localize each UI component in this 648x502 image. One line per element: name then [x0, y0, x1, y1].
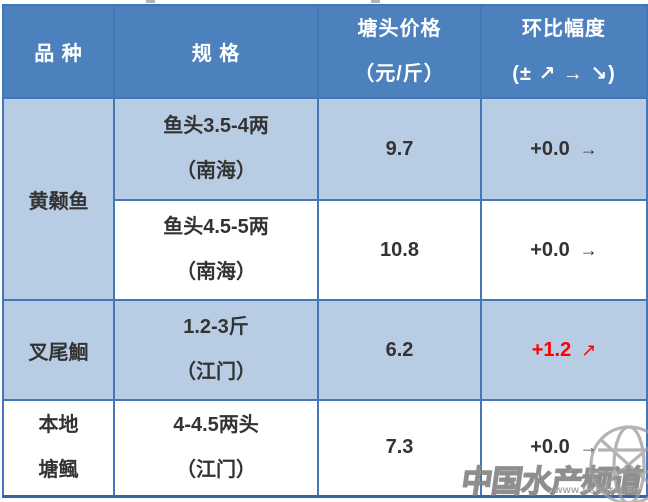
spec-line1: 4-4.5两头: [173, 413, 259, 436]
spec-line2: （江门）: [176, 361, 256, 383]
price-value: 6.2: [385, 338, 414, 361]
header-price-line2: （元/斤）: [354, 62, 445, 85]
spec-line2: （南海）: [176, 160, 256, 182]
species-line1: 本地: [38, 413, 79, 436]
spec-line1: 鱼头3.5-4两: [163, 115, 269, 137]
table-row: 叉尾鮰 1.2-3斤 （江门） 6.2 +1.2 ↗: [2, 299, 648, 401]
header-price: 塘头价格 （元/斤）: [317, 4, 482, 99]
header-species: 品 种: [2, 4, 115, 99]
header-price-line1: 塘头价格: [357, 17, 442, 40]
price-value: 9.7: [385, 137, 414, 160]
header-change-line1: 环比幅度: [522, 17, 606, 40]
species-label: 黄颡鱼: [28, 190, 89, 213]
watermark-url: www.fishfirst.cn: [554, 485, 640, 496]
change-value: +0.0: [530, 238, 570, 261]
change-cell-3: +0.0 →: [480, 399, 648, 497]
species-line2: 塘鲺: [38, 458, 79, 481]
spec-cell: 1.2-3斤 （江门）: [113, 299, 319, 401]
change-cell-0: +0.0 →: [480, 97, 648, 201]
price-cell: 6.2: [317, 299, 482, 401]
price-value: 7.3: [385, 436, 414, 459]
crop-artifact-tick: [146, 0, 155, 3]
table-row: 鱼头4.5-5两 （南海） 10.8 +0.0 →: [3, 199, 648, 301]
trend-arrow-icon: →: [579, 239, 598, 260]
price-cell: 10.8: [317, 199, 482, 301]
spec-line1: 鱼头4.5-5两: [163, 216, 269, 238]
price-value: 10.8: [380, 238, 419, 261]
change-cell-1: +0.0 →: [480, 199, 648, 301]
spec-cell: 鱼头4.5-5两 （南海）: [113, 199, 319, 301]
fish-price-table: 品 种 规 格 塘头价格 （元/斤） 环比幅度 (± ↗ → ↘) 黄颡鱼: [2, 4, 648, 498]
change-value: +0.0: [530, 137, 570, 160]
spec-cell: 4-4.5两头 （江门）: [113, 399, 319, 497]
species-label: 叉尾鮰: [28, 341, 89, 364]
header-change-line2: (± ↗ → ↘): [512, 62, 616, 85]
trend-arrow-icon: →: [579, 138, 598, 159]
globe-icon: [589, 425, 648, 502]
price-cell: 7.3: [317, 399, 482, 497]
species-cell-tangshi: 本地 塘鲺: [2, 399, 115, 497]
header-change: 环比幅度 (± ↗ → ↘): [480, 4, 648, 99]
header-species-label: 品 种: [34, 43, 83, 65]
spec-cell: 鱼头3.5-4两 （南海）: [113, 97, 319, 201]
table-row: 黄颡鱼 鱼头3.5-4两 （南海） 9.7 +0.0 →: [2, 97, 648, 301]
change-value: +1.2: [531, 338, 572, 361]
table-header-row: 品 种 规 格 塘头价格 （元/斤） 环比幅度 (± ↗ → ↘): [2, 4, 648, 99]
price-cell: 9.7: [317, 97, 482, 201]
trend-arrow-icon: ↗: [581, 339, 597, 360]
spec-line2: （江门）: [176, 458, 256, 481]
species-cell-chawei: 叉尾鮰: [2, 299, 115, 401]
change-cell-2: +1.2 ↗: [480, 299, 648, 401]
crop-artifact-tick: [371, 0, 380, 3]
table-row: 本地 塘鲺 4-4.5两头 （江门） 7.3 +0.0 →: [2, 399, 648, 497]
spec-line2: （南海）: [176, 261, 256, 283]
spec-line1: 1.2-3斤: [183, 316, 249, 338]
header-spec: 规 格: [113, 4, 319, 99]
species-cell-huangsangyu: 黄颡鱼: [2, 97, 115, 301]
change-value: +0.0: [530, 436, 570, 459]
header-spec-label: 规 格: [191, 43, 241, 65]
